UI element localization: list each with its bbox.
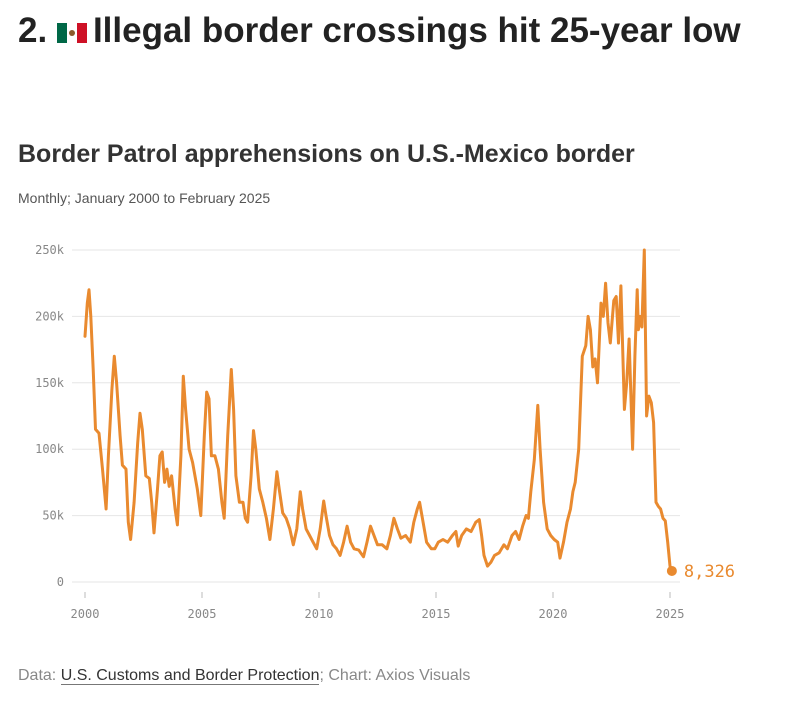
y-tick-label: 150k [35, 376, 65, 390]
end-value-label: 8,326 [684, 562, 735, 582]
x-tick-label: 2010 [305, 607, 334, 621]
headline-number: 2. [18, 11, 48, 50]
y-tick-label: 250k [35, 243, 65, 257]
y-tick-label: 50k [42, 509, 64, 523]
x-axis-ticks: 2000 2005 2010 2015 2020 2025 [71, 592, 685, 621]
headline-text: Illegal border crossings hit 25-year low [92, 11, 741, 50]
chart-title: Border Patrol apprehensions on U.S.-Mexi… [18, 140, 635, 168]
headline: 2. Illegal border crossings hit 25-year … [18, 6, 788, 56]
chart-credit: ; Chart: Axios Visuals [319, 667, 471, 684]
y-axis-ticks: 0 50k 100k 150k 200k 250k [35, 243, 65, 589]
series-line-apprehensions [83, 248, 674, 573]
x-tick-label: 2005 [188, 607, 217, 621]
mexico-flag-icon [56, 23, 87, 43]
x-tick-label: 2025 [656, 607, 685, 621]
source-link[interactable]: U.S. Customs and Border Protection [60, 667, 320, 685]
y-tick-label: 0 [57, 575, 64, 589]
x-tick-label: 2020 [539, 607, 568, 621]
grid-lines [72, 249, 680, 583]
data-prefix: Data: [18, 667, 61, 684]
chart-footer: Data: U.S. Customs and Border Protection… [18, 667, 470, 685]
y-tick-label: 100k [35, 442, 65, 456]
y-tick-label: 200k [35, 309, 65, 323]
x-tick-label: 2015 [422, 607, 451, 621]
x-tick-label: 2000 [71, 607, 100, 621]
chart-subtitle: Monthly; January 2000 to February 2025 [18, 190, 271, 206]
end-point-marker [666, 565, 677, 576]
line-chart: 0 50k 100k 150k 200k 250k 2000 2005 2010 2015 202… [35, 243, 735, 621]
